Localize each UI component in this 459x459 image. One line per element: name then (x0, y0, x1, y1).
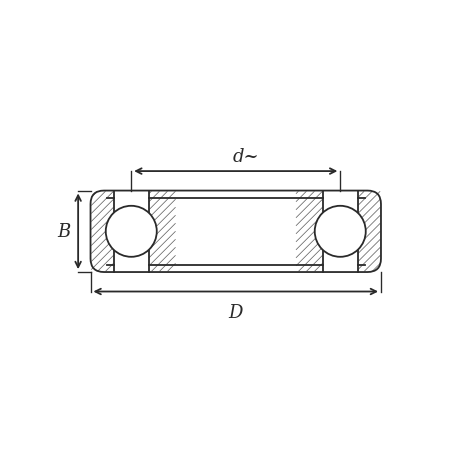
Text: D: D (228, 303, 242, 321)
Text: B: B (57, 223, 70, 241)
FancyBboxPatch shape (90, 191, 380, 273)
Circle shape (314, 207, 365, 257)
Text: d~: d~ (233, 147, 259, 165)
Circle shape (106, 207, 157, 257)
Circle shape (106, 207, 157, 257)
Circle shape (314, 207, 365, 257)
